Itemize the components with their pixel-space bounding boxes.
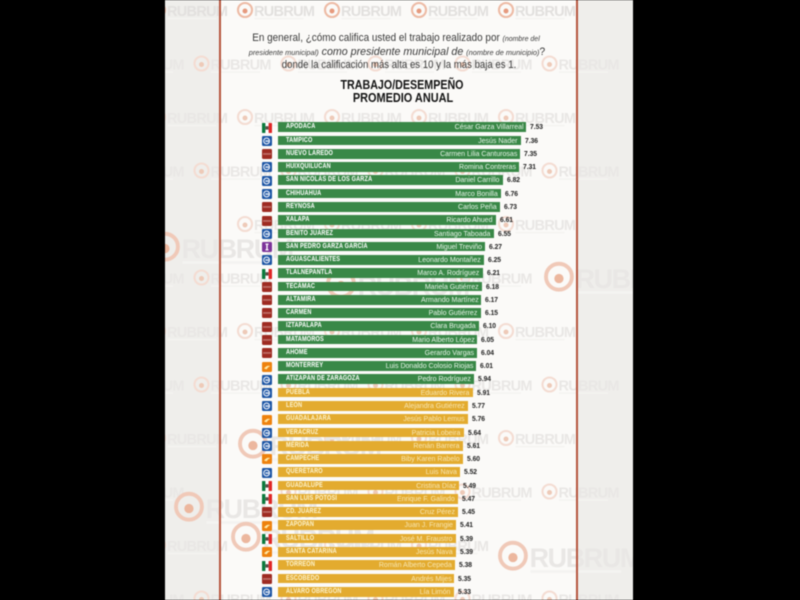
svg-text:RUBRUM: RUBRUM [167,4,228,20]
svg-text:RUBRUM: RUBRUM [428,4,489,20]
svg-text:RUBRUM: RUBRUM [515,325,576,341]
svg-text:RUBRUM: RUBRUM [530,543,633,573]
svg-text:RUBRUM: RUBRUM [298,58,359,74]
svg-text:RUBRUM: RUBRUM [341,4,402,20]
svg-text:RUBRUM: RUBRUM [559,58,620,74]
svg-text:RUBRUM: RUBRUM [165,165,184,181]
svg-text:RUBRUM: RUBRUM [211,58,272,74]
svg-text:RUBRUM: RUBRUM [472,379,533,395]
svg-text:RUBRUM: RUBRUM [472,486,533,502]
svg-text:RUBRUM: RUBRUM [515,218,576,234]
svg-text:RUBRUM: RUBRUM [385,58,446,74]
svg-text:RUBRUM: RUBRUM [559,379,620,395]
svg-text:RUBRUM: RUBRUM [472,593,533,600]
svg-text:RUBRUM: RUBRUM [211,165,272,181]
svg-text:RUBRUM: RUBRUM [165,379,184,395]
svg-text:RUBRUM: RUBRUM [167,325,228,341]
svg-text:RUBRUM: RUBRUM [165,593,184,600]
svg-text:RUBRUM: RUBRUM [515,111,576,127]
svg-text:RUBRUM: RUBRUM [559,486,620,502]
svg-text:RUBRUM: RUBRUM [254,4,315,20]
svg-text:RUBRUM: RUBRUM [167,539,228,555]
svg-text:RUBRUM: RUBRUM [182,234,293,264]
svg-text:RUBRUM: RUBRUM [559,593,620,600]
svg-text:RUBRUM: RUBRUM [165,272,184,288]
svg-text:RUBRUM: RUBRUM [472,272,533,288]
svg-text:RUBRUM: RUBRUM [211,272,272,288]
svg-text:RUBRUM: RUBRUM [576,264,633,294]
svg-text:RUBRUM: RUBRUM [165,58,184,74]
svg-text:RUBRUM: RUBRUM [211,379,272,395]
svg-text:RUBRUM: RUBRUM [211,593,272,600]
svg-text:RUBRUM: RUBRUM [559,165,620,181]
svg-text:RUBRUM: RUBRUM [472,58,533,74]
svg-text:RUBRUM: RUBRUM [515,4,576,20]
svg-text:RUBRUM: RUBRUM [165,486,184,502]
svg-text:RUBRUM: RUBRUM [515,432,576,448]
svg-text:RUBRUM: RUBRUM [167,432,228,448]
svg-text:RUBRUM: RUBRUM [167,111,228,127]
